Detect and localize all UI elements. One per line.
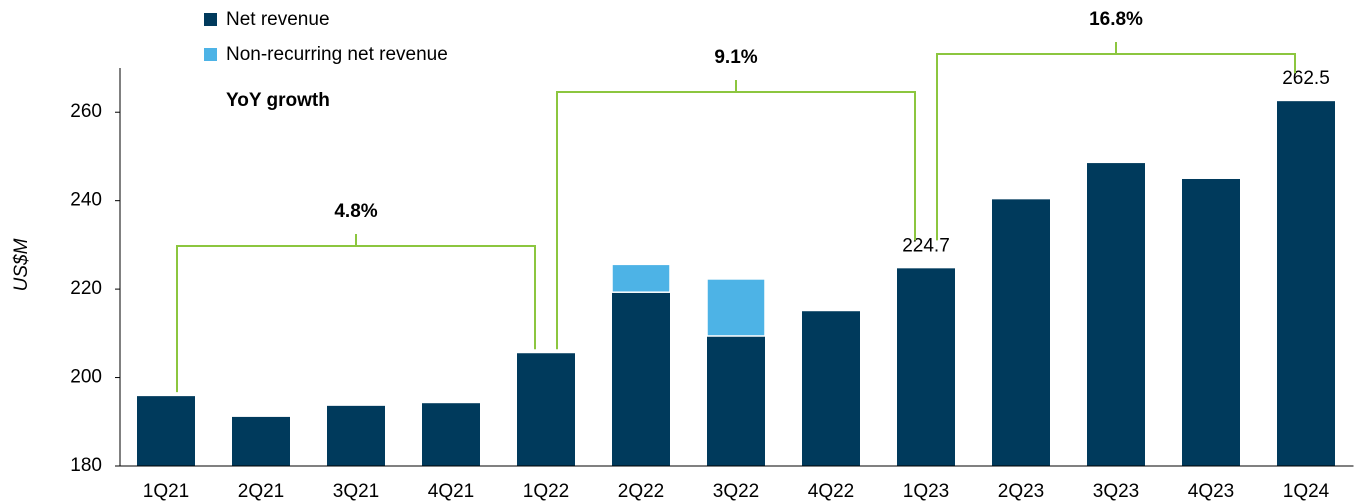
x-tick-label: 1Q21 [143,481,189,502]
y-tick-label: 220 [70,278,102,299]
legend-label: Non-recurring net revenue [226,44,448,65]
growth-label: 4.8% [334,201,377,222]
legend-swatch [204,48,217,61]
y-axis-label: US$M [11,238,32,291]
bar [1182,178,1240,466]
x-tick-label: 3Q22 [713,481,759,502]
y-tick-label: 260 [70,101,102,122]
x-tick-label: 3Q21 [333,481,379,502]
legend-swatch [204,13,217,26]
value-label: 262.5 [1282,68,1330,89]
x-tick-label: 4Q22 [808,481,854,502]
bar [232,416,290,466]
x-tick-label: 2Q23 [998,481,1044,502]
y-tick-label: 200 [70,367,102,388]
bar [611,263,671,293]
bar [517,353,575,466]
y-tick-label: 180 [70,455,102,476]
value-label: 224.7 [902,235,950,256]
x-tick-label: 1Q22 [523,481,569,502]
x-tick-label: 4Q21 [428,481,474,502]
growth-bracket [176,234,536,393]
bar [1277,101,1335,467]
growth-bracket [936,42,1296,241]
bar [612,292,670,466]
growth-label: 16.8% [1089,9,1143,30]
x-tick-label: 3Q23 [1093,481,1139,502]
bar [706,278,766,337]
bar [992,199,1050,466]
x-tick-label: 4Q23 [1188,481,1234,502]
x-tick-label: 1Q23 [903,481,949,502]
bar [137,396,195,466]
legend-label: Net revenue [226,9,330,30]
growth-label: 9.1% [714,47,757,68]
bar [802,311,860,466]
y-tick-label: 240 [70,190,102,211]
bar [422,403,480,466]
growth-title: YoY growth [226,90,330,111]
bar [897,268,955,466]
bar [1087,163,1145,467]
x-tick-label: 2Q21 [238,481,284,502]
growth-bracket [556,80,916,350]
bar [707,335,765,466]
bar [327,405,385,466]
x-tick-label: 2Q22 [618,481,664,502]
x-tick-label: 1Q24 [1283,481,1330,502]
